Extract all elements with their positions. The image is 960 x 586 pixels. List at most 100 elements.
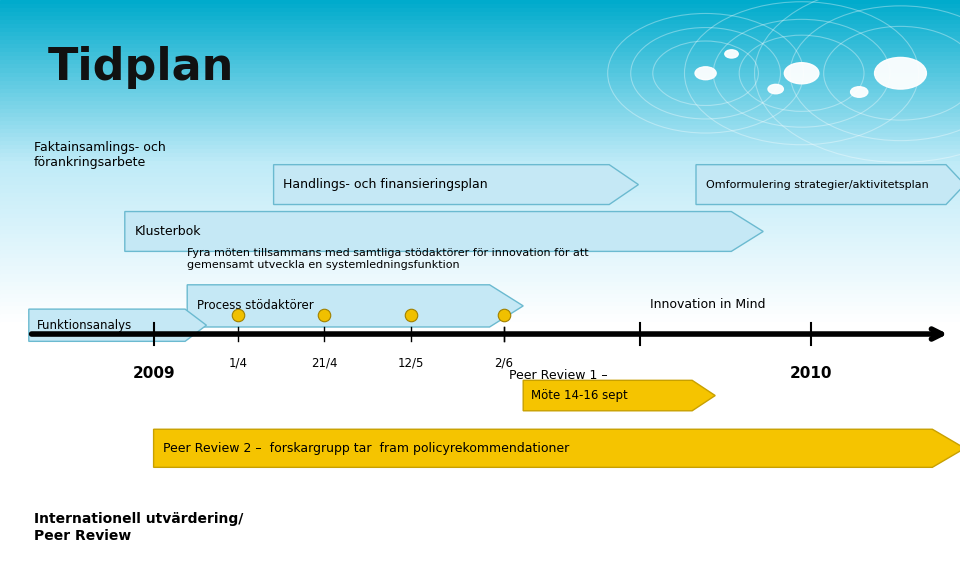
Bar	[0, 274, 960, 278]
Bar	[0, 36, 960, 40]
Text: Tidplan: Tidplan	[48, 46, 234, 89]
Bar	[0, 181, 960, 185]
Bar	[0, 52, 960, 56]
Text: Internationell utvärdering/
Peer Review: Internationell utvärdering/ Peer Review	[34, 512, 243, 543]
Bar	[0, 210, 960, 213]
Bar	[0, 137, 960, 141]
Bar	[0, 234, 960, 238]
Bar	[0, 222, 960, 226]
Bar	[0, 93, 960, 97]
Bar	[0, 246, 960, 250]
Bar	[0, 250, 960, 254]
Bar	[0, 69, 960, 73]
Bar	[0, 20, 960, 24]
Bar	[0, 8, 960, 12]
Bar	[0, 56, 960, 60]
Bar	[0, 121, 960, 125]
Bar	[0, 28, 960, 32]
Bar	[0, 84, 960, 88]
Text: Funktionsanalys: Funktionsanalys	[36, 319, 132, 332]
Text: 2/6: 2/6	[494, 356, 514, 369]
Bar	[0, 45, 960, 49]
Text: Handlings- och finansieringsplan: Handlings- och finansieringsplan	[283, 178, 488, 191]
Bar	[0, 145, 960, 149]
Polygon shape	[696, 165, 960, 205]
Bar	[0, 318, 960, 322]
Text: 2010: 2010	[790, 366, 832, 381]
Bar	[0, 165, 960, 169]
Text: Omformulering strategier/aktivitetsplan: Omformulering strategier/aktivitetsplan	[706, 179, 928, 190]
Bar	[0, 306, 960, 310]
Bar	[0, 109, 960, 113]
Bar	[0, 12, 960, 16]
Text: 21/4: 21/4	[311, 356, 338, 369]
Bar	[0, 197, 960, 202]
Bar	[0, 64, 960, 69]
Bar	[0, 226, 960, 230]
Text: Klusterbok: Klusterbok	[134, 225, 201, 238]
Bar	[0, 230, 960, 234]
Circle shape	[768, 84, 783, 94]
Text: 12/5: 12/5	[397, 356, 424, 369]
Bar	[0, 80, 960, 84]
Bar	[0, 169, 960, 173]
Circle shape	[695, 67, 716, 80]
Bar	[0, 294, 960, 298]
Polygon shape	[154, 429, 960, 468]
Bar	[0, 32, 960, 36]
Bar	[0, 193, 960, 197]
Polygon shape	[125, 212, 763, 251]
Text: Möte 14-16 sept: Möte 14-16 sept	[531, 389, 628, 402]
Bar	[0, 16, 960, 20]
Polygon shape	[29, 309, 206, 341]
Bar	[0, 314, 960, 318]
Bar	[0, 129, 960, 133]
Bar	[0, 77, 960, 80]
Bar	[0, 4, 960, 8]
Bar	[0, 125, 960, 129]
Bar	[0, 254, 960, 258]
Bar	[0, 24, 960, 28]
Bar	[0, 101, 960, 105]
Text: Faktainsamlings- och
förankringsarbete: Faktainsamlings- och förankringsarbete	[34, 141, 165, 169]
Bar	[0, 266, 960, 270]
Bar	[0, 49, 960, 52]
Bar	[0, 189, 960, 193]
Bar	[0, 238, 960, 242]
Bar	[0, 278, 960, 282]
Bar	[0, 40, 960, 45]
Bar	[0, 185, 960, 189]
Bar	[0, 153, 960, 157]
Bar	[0, 213, 960, 217]
Bar	[0, 133, 960, 137]
Bar	[0, 258, 960, 262]
Bar	[0, 302, 960, 306]
Bar	[0, 177, 960, 181]
Circle shape	[725, 50, 738, 58]
Polygon shape	[523, 380, 715, 411]
Text: 2009: 2009	[132, 366, 175, 381]
Bar	[0, 282, 960, 286]
Text: Fyra möten tillsammans med samtliga stödaktörer för innovation för att
gemensamt: Fyra möten tillsammans med samtliga stöd…	[187, 248, 588, 270]
Bar	[0, 270, 960, 274]
Bar	[0, 113, 960, 117]
Bar	[0, 117, 960, 121]
Bar	[0, 298, 960, 302]
Circle shape	[875, 57, 926, 89]
Bar	[0, 141, 960, 145]
Text: 1/4: 1/4	[228, 356, 248, 369]
Bar	[0, 241, 960, 246]
Bar	[0, 88, 960, 93]
Bar	[0, 173, 960, 177]
Bar	[0, 290, 960, 294]
Text: Peer Review 2 –  forskargrupp tar  fram policyrekommendationer: Peer Review 2 – forskargrupp tar fram po…	[163, 442, 569, 455]
Bar	[0, 217, 960, 222]
Bar	[0, 149, 960, 153]
Bar	[0, 105, 960, 109]
Circle shape	[851, 87, 868, 97]
Bar	[0, 73, 960, 77]
Bar	[0, 97, 960, 101]
Text: Peer Review 1 –: Peer Review 1 –	[509, 369, 608, 382]
Circle shape	[784, 63, 819, 84]
Text: Process stödaktörer: Process stödaktörer	[197, 299, 314, 312]
